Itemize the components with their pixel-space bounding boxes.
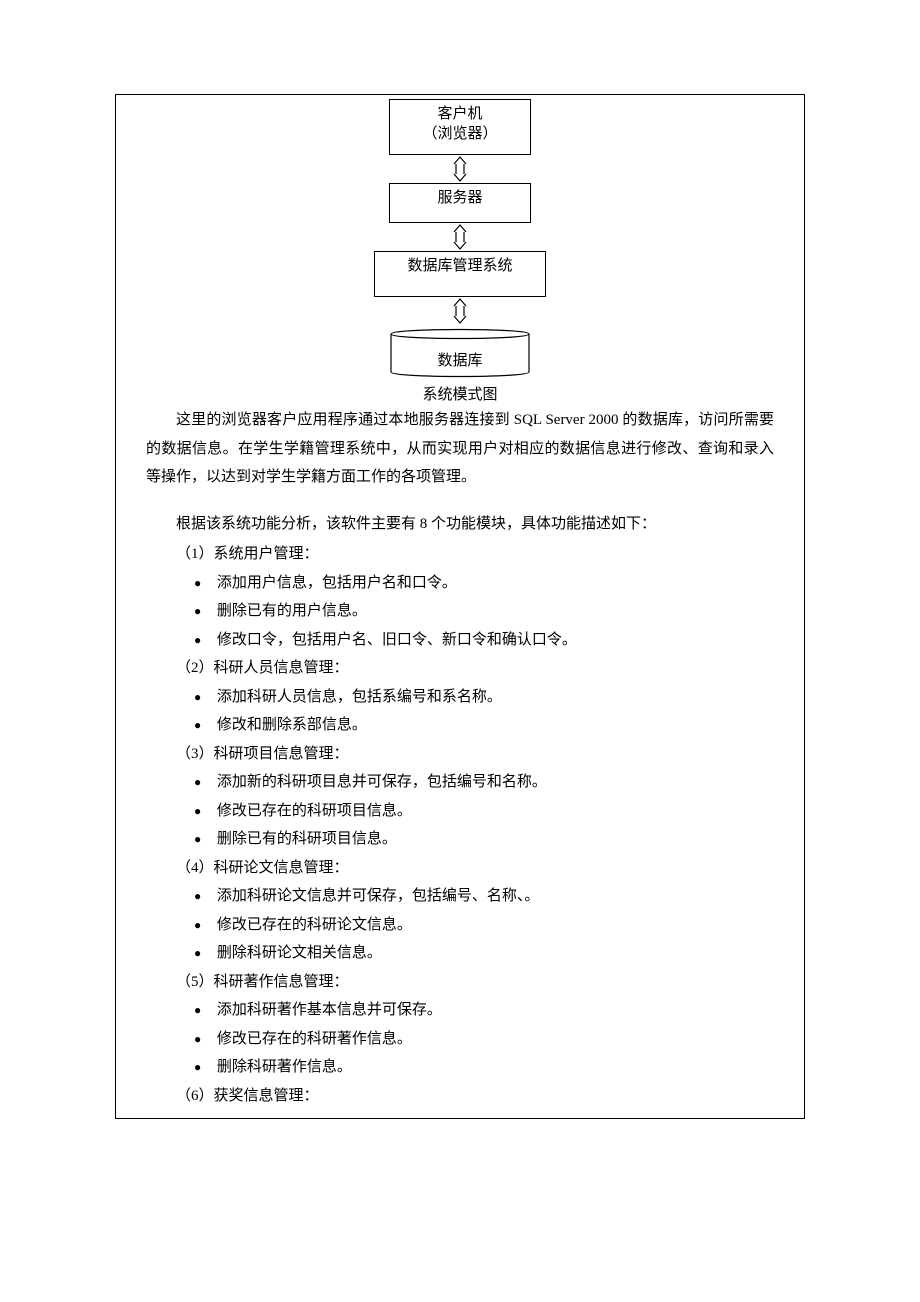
module-bullet: ●删除科研论文相关信息。 [146,939,774,968]
module-bullet: ●修改和删除系部信息。 [146,711,774,740]
diagram-node-client-line2: （浏览器） [422,126,497,142]
diagram-node-dbms-line1: 数据库管理系统 [407,258,512,274]
bullet-text: 添加科研著作基本信息并可保存。 [217,996,442,1025]
bullet-icon: ● [194,600,217,623]
bullet-icon: ● [194,686,217,709]
diagram-node-server-line1: 服务器 [437,190,482,206]
bullet-icon: ● [194,771,217,794]
module-bullet: ●添加用户信息，包括用户名和口令。 [146,569,774,598]
diagram-arrow-2 [445,223,475,251]
module-bullet: ●添加科研人员信息，包括系编号和系名称。 [146,683,774,712]
page-border: 客户机 （浏览器） 服务器 [115,94,805,1119]
system-diagram: 客户机 （浏览器） 服务器 [146,99,774,404]
bullet-text: 添加用户信息，包括用户名和口令。 [217,569,457,598]
bullet-icon: ● [194,828,217,851]
bullet-icon: ● [194,800,217,823]
bullet-icon: ● [194,1056,217,1079]
modules-list: （1）系统用户管理：●添加用户信息，包括用户名和口令。●删除已有的用户信息。●修… [146,540,774,1110]
bullet-icon: ● [194,885,217,908]
bullet-icon: ● [194,999,217,1022]
bullet-text: 添加科研论文信息并可保存，包括编号、名称、。 [217,882,540,911]
module-bullet: ●修改已存在的科研著作信息。 [146,1025,774,1054]
bullet-text: 删除科研著作信息。 [217,1053,352,1082]
bullet-icon: ● [194,714,217,737]
paragraph-2: 根据该系统功能分析，该软件主要有 8 个功能模块，具体功能描述如下： [146,510,774,539]
bullet-text: 删除科研论文相关信息。 [217,939,382,968]
bullet-icon: ● [194,572,217,595]
diagram-node-dbms: 数据库管理系统 [374,251,546,297]
module-heading: （4）科研论文信息管理： [146,854,774,883]
bullet-text: 修改已存在的科研著作信息。 [217,1025,412,1054]
diagram-node-db-label: 数据库 [390,349,530,370]
diagram-node-client-line1: 客户机 [437,106,482,122]
bullet-icon: ● [194,942,217,965]
bullet-icon: ● [194,1028,217,1051]
diagram-arrow-1 [445,155,475,183]
module-heading: （2）科研人员信息管理： [146,654,774,683]
bullet-text: 修改已存在的科研项目信息。 [217,797,412,826]
diagram-node-db: 数据库 [390,325,530,381]
diagram-arrow-3 [445,297,475,325]
spacer [146,494,774,508]
module-heading: （5）科研著作信息管理： [146,968,774,997]
module-bullet: ●添加新的科研项目息并可保存，包括编号和名称。 [146,768,774,797]
module-bullet: ●添加科研论文信息并可保存，包括编号、名称、。 [146,882,774,911]
bullet-text: 删除已有的用户信息。 [217,597,367,626]
module-bullet: ●添加科研著作基本信息并可保存。 [146,996,774,1025]
page-content: 客户机 （浏览器） 服务器 [116,95,804,1118]
bullet-text: 修改和删除系部信息。 [217,711,367,740]
module-bullet: ●修改口令，包括用户名、旧口令、新口令和确认口令。 [146,626,774,655]
module-bullet: ●修改已存在的科研论文信息。 [146,911,774,940]
module-bullet: ●删除科研著作信息。 [146,1053,774,1082]
bullet-text: 删除已有的科研项目信息。 [217,825,397,854]
paragraph-1: 这里的浏览器客户应用程序通过本地服务器连接到 SQL Server 2000 的… [146,406,774,492]
module-heading: （1）系统用户管理： [146,540,774,569]
module-bullet: ●删除已有的用户信息。 [146,597,774,626]
diagram-caption: 系统模式图 [422,383,497,404]
bullet-text: 修改口令，包括用户名、旧口令、新口令和确认口令。 [217,626,577,655]
bullet-text: 修改已存在的科研论文信息。 [217,911,412,940]
module-heading: （6）获奖信息管理： [146,1082,774,1111]
bullet-icon: ● [194,629,217,652]
diagram-node-server: 服务器 [389,183,531,223]
module-bullet: ●删除已有的科研项目信息。 [146,825,774,854]
bullet-text: 添加科研人员信息，包括系编号和系名称。 [217,683,502,712]
diagram-node-client: 客户机 （浏览器） [389,99,531,155]
module-heading: （3）科研项目信息管理： [146,740,774,769]
module-bullet: ●修改已存在的科研项目信息。 [146,797,774,826]
bullet-icon: ● [194,914,217,937]
bullet-text: 添加新的科研项目息并可保存，包括编号和名称。 [217,768,547,797]
